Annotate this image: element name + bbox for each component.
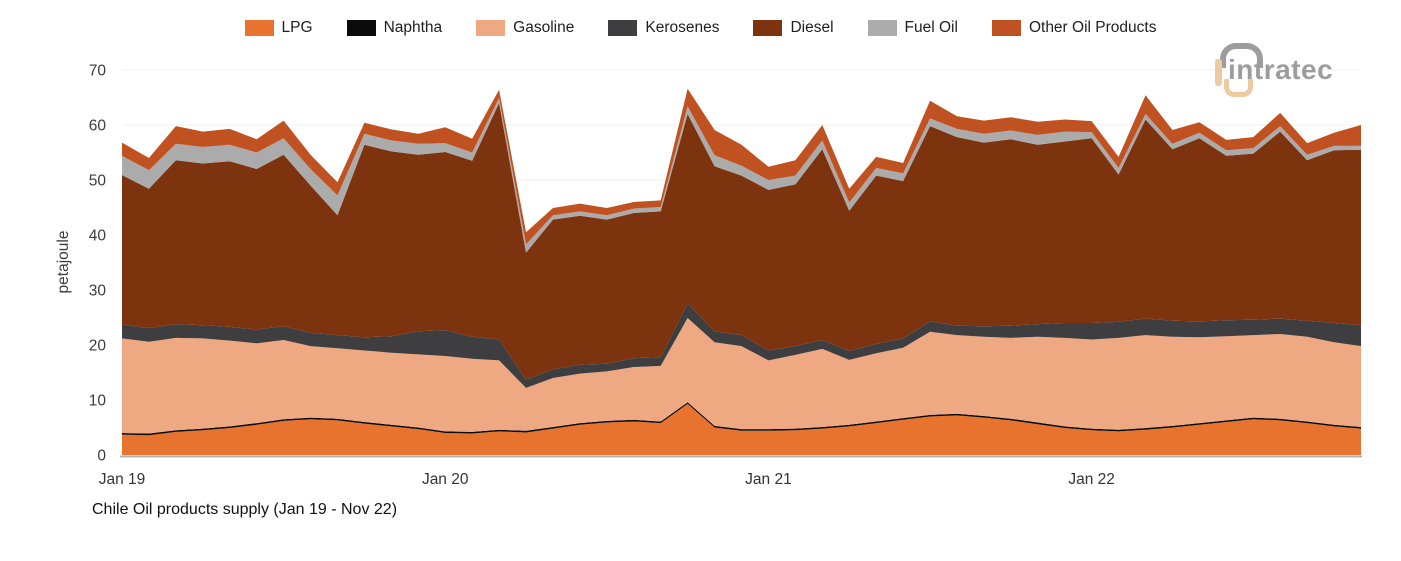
legend-swatch-other-oil-products (991, 20, 1021, 36)
legend-item-fuel-oil[interactable]: Fuel Oil (867, 19, 958, 37)
x-tick-label-jan-22: Jan 22 (1068, 471, 1115, 488)
legend-swatch-fuel-oil (867, 20, 897, 36)
area-diesel[interactable] (122, 103, 1361, 380)
y-tick-label-60: 60 (89, 118, 107, 135)
y-tick-label-40: 40 (89, 228, 107, 245)
legend-label-lpg: LPG (281, 19, 313, 36)
legend-label-fuel-oil: Fuel Oil (904, 19, 958, 36)
x-tick-label-jan-20: Jan 20 (422, 471, 469, 488)
legend-item-gasoline[interactable]: Gasoline (476, 19, 574, 37)
legend-label-other-oil-products: Other Oil Products (1028, 19, 1157, 36)
legend-swatch-kerosenes (608, 20, 638, 36)
y-tick-label-30: 30 (89, 283, 107, 300)
logo-wordmark: intratec (1228, 54, 1334, 85)
y-tick-label-70: 70 (89, 63, 107, 80)
x-tick-label-jan-21: Jan 21 (745, 471, 792, 488)
chart-title: Chile Oil products supply (Jan 19 - Nov … (92, 501, 398, 518)
logo-hook-icon (1224, 79, 1253, 97)
legend-swatch-naphtha (346, 20, 376, 36)
y-tick-label-10: 10 (89, 393, 107, 410)
y-tick-label-0: 0 (97, 448, 106, 465)
chart-legend: LPG Naphtha Gasoline Kerosenes Diesel Fuel Oi… (0, 19, 1401, 37)
legend-item-other-oil-products[interactable]: Other Oil Products (991, 19, 1157, 37)
area-lpg[interactable] (122, 403, 1361, 455)
intratec-logo: intratec (1215, 42, 1365, 97)
legend-item-naphtha[interactable]: Naphtha (346, 19, 443, 37)
legend-swatch-lpg (244, 20, 274, 36)
legend-label-kerosenes: Kerosenes (645, 19, 720, 36)
area-kerosenes[interactable] (122, 303, 1361, 388)
legend-item-diesel[interactable]: Diesel (753, 19, 834, 37)
x-tick-label-jan-19: Jan 19 (99, 471, 146, 488)
area-other-oil-products[interactable] (122, 88, 1361, 245)
legend-label-diesel: Diesel (790, 19, 834, 36)
legend-swatch-gasoline (476, 20, 506, 36)
area-gasoline[interactable] (122, 318, 1361, 434)
legend-label-naphtha: Naphtha (383, 19, 443, 36)
legend-item-kerosenes[interactable]: Kerosenes (608, 19, 719, 37)
y-tick-label-50: 50 (89, 173, 107, 190)
y-tick-label-20: 20 (89, 338, 107, 355)
logo-arc-icon (1220, 43, 1263, 68)
legend-swatch-diesel (753, 20, 783, 36)
logo-bar-icon (1215, 59, 1222, 86)
legend-label-gasoline: Gasoline (513, 19, 575, 36)
y-axis-label: petajoule (55, 231, 72, 294)
legend-item-lpg[interactable]: LPG (244, 19, 313, 37)
area-fuel-oil[interactable] (122, 98, 1361, 253)
